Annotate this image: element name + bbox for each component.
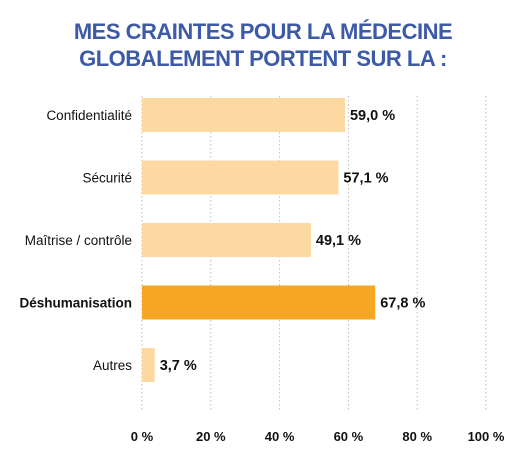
- bar-3: [142, 285, 376, 320]
- chart-title-line-2: GLOBALEMENT PORTENT SUR LA :: [79, 46, 447, 71]
- value-label-3: 67,8 %: [380, 296, 425, 312]
- value-label-4: 3,7 %: [160, 358, 197, 374]
- category-label-4: Autres: [93, 358, 132, 373]
- value-label-1: 57,1 %: [343, 171, 388, 187]
- chart-title: MES CRAINTES POUR LA MÉDECINE GLOBALEMEN…: [0, 18, 526, 72]
- bar-0: [142, 98, 345, 132]
- x-tick-label-1: 20 %: [196, 429, 226, 444]
- x-tick-label-2: 40 %: [265, 429, 295, 444]
- bar-4: [142, 348, 155, 382]
- x-tick-label-3: 60 %: [334, 429, 364, 444]
- category-label-3: Déshumanisation: [19, 296, 132, 311]
- value-label-0: 59,0 %: [350, 108, 395, 124]
- value-label-2: 49,1 %: [316, 233, 361, 249]
- x-tick-label-0: 0 %: [131, 429, 154, 444]
- category-label-0: Confidentialité: [46, 108, 132, 123]
- category-label-1: Sécurité: [82, 171, 132, 186]
- category-label-2: Maîtrise / contrôle: [25, 233, 132, 248]
- x-tick-label-4: 80 %: [402, 429, 432, 444]
- chart-title-line-1: MES CRAINTES POUR LA MÉDECINE: [73, 19, 453, 44]
- bar-1: [142, 160, 339, 195]
- bar-2: [142, 223, 311, 257]
- x-tick-label-5: 100 %: [468, 429, 505, 444]
